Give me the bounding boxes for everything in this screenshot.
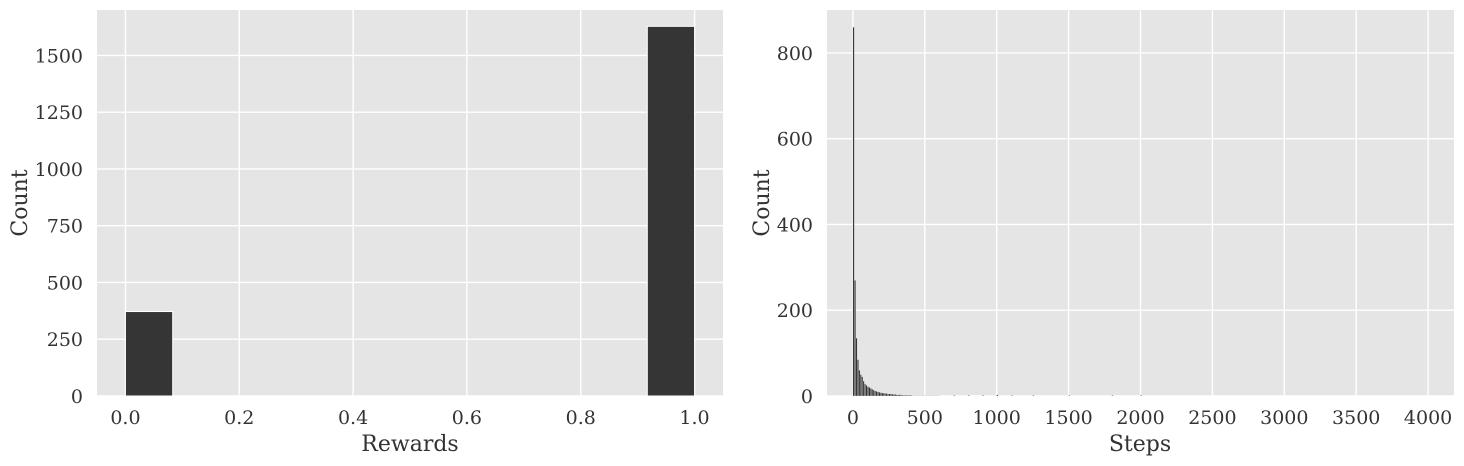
rewards-y-tick-label: 500 — [47, 272, 83, 294]
steps-bar — [864, 383, 866, 397]
steps-bar — [887, 393, 889, 397]
steps-x-tick-label: 2500 — [1188, 407, 1236, 429]
steps-x-tick-label: 500 — [907, 407, 943, 429]
rewards-y-ticks: 0 250 500 750 1000 1250 1500 — [35, 45, 83, 408]
steps-bar — [910, 395, 912, 397]
steps-bar — [891, 394, 894, 397]
steps-bar — [898, 394, 901, 397]
steps-bar — [878, 392, 881, 397]
steps-y-tick-label: 200 — [777, 300, 813, 322]
rewards-y-tick-label: 1250 — [35, 102, 83, 124]
steps-bar — [908, 395, 911, 397]
steps-x-tick-label: 1000 — [973, 407, 1021, 429]
steps-grid — [827, 10, 1454, 397]
steps-bars — [852, 27, 1142, 397]
steps-bar — [862, 380, 865, 397]
steps-bar — [868, 387, 871, 397]
rewards-bar — [124, 311, 174, 397]
rewards-y-axis-label: Count — [8, 169, 33, 236]
steps-bar — [857, 359, 859, 397]
steps-bar — [904, 395, 907, 397]
rewards-x-tick-label: 0.2 — [224, 407, 254, 429]
rewards-x-axis-label: Rewards — [361, 432, 458, 457]
rewards-x-tick-label: 0.6 — [452, 407, 482, 429]
steps-bar — [874, 390, 877, 397]
steps-bar — [867, 386, 869, 397]
steps-bar — [872, 389, 875, 397]
steps-bar — [907, 395, 910, 397]
steps-bar — [901, 395, 904, 397]
rewards-y-tick-label: 250 — [47, 329, 83, 351]
steps-bar — [888, 393, 891, 397]
steps-x-tick-label: 0 — [847, 407, 859, 429]
steps-bar — [996, 395, 999, 396]
rewards-bar — [646, 25, 696, 397]
rewards-x-tick-label: 0.0 — [110, 407, 140, 429]
steps-bar — [884, 393, 887, 397]
rewards-y-tick-label: 750 — [47, 216, 83, 238]
steps-bar — [865, 385, 868, 397]
steps-y-axis-label: Count — [750, 169, 775, 236]
steps-bar — [880, 392, 882, 397]
rewards-histogram: 0.0 0.2 0.4 0.6 0.8 1.0 0 250 500 750 1000 1250 150… — [8, 10, 723, 457]
steps-bar — [855, 337, 858, 397]
rewards-x-tick-label: 0.4 — [338, 407, 368, 429]
steps-bar — [870, 388, 872, 397]
rewards-y-tick-label: 1500 — [35, 45, 83, 67]
steps-bar — [858, 370, 861, 397]
rewards-y-tick-label: 1000 — [35, 159, 83, 181]
steps-bar — [877, 391, 879, 397]
steps-y-tick-label: 0 — [801, 386, 813, 408]
steps-x-ticks: 0 500 1000 1500 2000 2500 3000 3500 4000 — [847, 407, 1452, 429]
steps-bar — [897, 394, 900, 397]
steps-y-tick-label: 800 — [777, 43, 813, 65]
steps-x-axis-label: Steps — [1109, 432, 1171, 457]
steps-x-tick-label: 1500 — [1044, 407, 1092, 429]
steps-bar — [890, 393, 892, 397]
steps-bar — [871, 389, 874, 397]
steps-bar — [893, 394, 895, 397]
rewards-bars — [124, 25, 696, 397]
steps-bar — [861, 376, 864, 397]
steps-bar — [882, 392, 885, 397]
steps-bar — [894, 394, 897, 397]
steps-bar — [900, 394, 902, 397]
steps-bar — [895, 394, 898, 397]
steps-x-tick-label: 3500 — [1332, 407, 1380, 429]
rewards-x-tick-label: 1.0 — [679, 407, 709, 429]
steps-bar — [885, 393, 888, 397]
steps-histogram: 0 500 1000 1500 2000 2500 3000 3500 4000 0 200 400… — [750, 10, 1454, 457]
steps-x-tick-label: 2000 — [1116, 407, 1164, 429]
steps-bar — [905, 395, 908, 397]
steps-bar — [859, 374, 862, 397]
steps-x-tick-label: 3000 — [1260, 407, 1308, 429]
rewards-x-tick-label: 0.8 — [566, 407, 596, 429]
steps-y-tick-label: 400 — [777, 214, 813, 236]
steps-bar — [903, 395, 905, 397]
steps-y-tick-label: 600 — [777, 129, 813, 151]
steps-y-ticks: 0 200 400 600 800 — [777, 43, 813, 408]
rewards-x-ticks: 0.0 0.2 0.4 0.6 0.8 1.0 — [110, 407, 709, 429]
steps-bar — [881, 392, 884, 397]
steps-bar — [852, 27, 855, 397]
steps-x-tick-label: 4000 — [1404, 407, 1452, 429]
rewards-y-tick-label: 0 — [71, 386, 83, 408]
steps-bar — [875, 391, 878, 397]
steps-bar — [854, 280, 856, 397]
rewards-plot-area — [97, 10, 723, 396]
